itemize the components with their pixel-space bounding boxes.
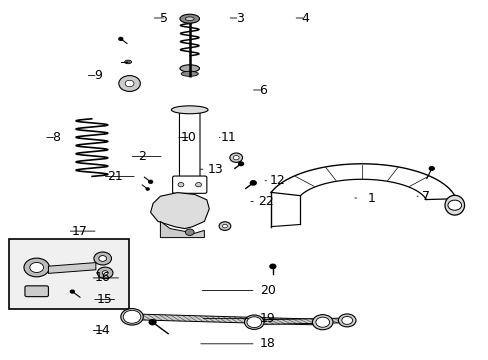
Ellipse shape: [180, 65, 199, 72]
Circle shape: [341, 316, 352, 324]
Circle shape: [238, 162, 243, 166]
Circle shape: [99, 256, 106, 261]
Text: 4: 4: [301, 12, 309, 24]
Circle shape: [119, 37, 122, 40]
Circle shape: [312, 315, 332, 330]
Text: 11: 11: [221, 131, 236, 144]
Circle shape: [315, 317, 329, 327]
Ellipse shape: [126, 61, 129, 63]
Circle shape: [24, 258, 49, 277]
Circle shape: [219, 222, 230, 230]
Text: 17: 17: [72, 225, 87, 238]
Text: 6: 6: [259, 84, 266, 96]
Circle shape: [123, 310, 141, 323]
FancyBboxPatch shape: [25, 286, 48, 297]
Text: 12: 12: [269, 174, 285, 187]
Circle shape: [447, 200, 461, 210]
Ellipse shape: [180, 14, 199, 23]
Ellipse shape: [185, 17, 194, 21]
Text: 1: 1: [367, 192, 375, 204]
Text: 7: 7: [422, 190, 429, 203]
Polygon shape: [132, 314, 322, 325]
Text: 18: 18: [260, 337, 275, 350]
Text: 21: 21: [107, 170, 122, 183]
Ellipse shape: [444, 195, 464, 215]
Text: 5: 5: [160, 12, 167, 24]
Circle shape: [233, 156, 239, 160]
Circle shape: [269, 264, 275, 269]
FancyBboxPatch shape: [179, 112, 200, 177]
Text: 8: 8: [52, 131, 60, 144]
Circle shape: [94, 252, 111, 265]
Circle shape: [146, 188, 149, 190]
Circle shape: [428, 167, 433, 170]
Text: 22: 22: [257, 195, 273, 208]
Text: 10: 10: [180, 131, 196, 144]
Text: 9: 9: [94, 69, 102, 82]
Text: 14: 14: [95, 324, 110, 337]
Text: 13: 13: [207, 163, 223, 176]
Circle shape: [121, 309, 143, 325]
Polygon shape: [150, 193, 209, 229]
Circle shape: [97, 267, 113, 279]
Text: 19: 19: [260, 312, 275, 325]
Circle shape: [102, 271, 108, 275]
Text: 16: 16: [95, 271, 110, 284]
Circle shape: [250, 181, 256, 185]
Polygon shape: [254, 318, 346, 324]
Circle shape: [244, 315, 264, 329]
FancyBboxPatch shape: [172, 176, 206, 193]
Circle shape: [178, 183, 183, 187]
Polygon shape: [160, 221, 204, 238]
Circle shape: [119, 76, 140, 91]
Ellipse shape: [124, 60, 131, 64]
Circle shape: [185, 229, 194, 235]
Circle shape: [195, 183, 201, 187]
Text: 3: 3: [235, 12, 243, 24]
Circle shape: [70, 290, 74, 293]
Ellipse shape: [181, 71, 198, 76]
Circle shape: [125, 80, 134, 87]
Text: 20: 20: [260, 284, 275, 297]
Circle shape: [222, 224, 227, 228]
FancyBboxPatch shape: [9, 239, 128, 309]
Circle shape: [229, 153, 242, 162]
Text: 2: 2: [138, 150, 145, 163]
Circle shape: [246, 317, 261, 328]
Ellipse shape: [171, 106, 208, 114]
Circle shape: [148, 180, 152, 183]
Circle shape: [149, 320, 156, 325]
Circle shape: [30, 262, 43, 273]
Text: 15: 15: [96, 293, 112, 306]
Circle shape: [338, 314, 355, 327]
